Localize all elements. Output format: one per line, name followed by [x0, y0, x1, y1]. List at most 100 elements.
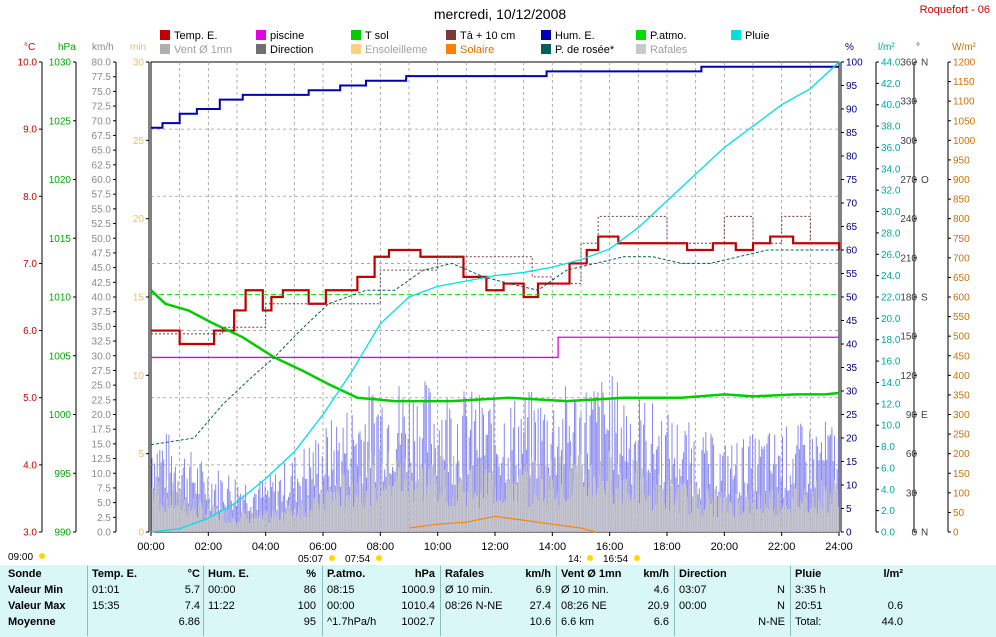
axis-tick-label: 10.0: [92, 469, 112, 480]
summary-header-label: Rafales: [445, 568, 485, 580]
summary-cell-value: 95: [303, 616, 316, 628]
summary-cell-label: 03:07: [679, 584, 707, 596]
sun-marker-label: 16:54: [603, 554, 628, 565]
x-tick-label: 22:00: [768, 541, 796, 553]
axis-tick-label: 100: [953, 488, 970, 499]
axis-tick-label: 40.0: [92, 293, 112, 304]
axis-tick-label: 7.0: [23, 259, 37, 270]
axis-tick-label: 24.0: [881, 271, 901, 282]
axis-tick-label: 20: [846, 434, 858, 445]
axis-tick-label: 16.0: [881, 357, 901, 368]
axis-tick-label: 20.0: [92, 410, 112, 421]
summary-cell-label: 3:35 h: [795, 584, 826, 596]
axis-tick-label: 1025: [49, 116, 72, 127]
axis-tick-label: 900: [953, 175, 970, 186]
summary-cell-label: Ø 10 min.: [561, 584, 609, 596]
summary-cell-value: 1000.9: [401, 584, 435, 596]
axis-tick-label: 1030: [49, 58, 72, 69]
legend-item: Direction: [256, 44, 313, 56]
axis-tick-label: 12.5: [92, 454, 112, 465]
compass-label: O: [921, 175, 929, 186]
legend-label: Direction: [270, 44, 314, 56]
axis-unit-percent: %: [845, 42, 854, 53]
summary-header-label: Pluie: [795, 568, 822, 580]
summary-row-label: Moyenne: [8, 616, 56, 628]
summary-cell-label: 08:26 N-NE: [445, 600, 503, 612]
axis-tick-label: 270: [900, 175, 917, 186]
legend-label: P.atmo.: [650, 30, 687, 42]
axis-tick-label: 77.5: [92, 72, 112, 83]
axis-tick-label: 350: [953, 390, 970, 401]
summary-cell-value: N: [777, 600, 785, 612]
summary-separator: [203, 566, 204, 636]
summary-header: Temp. E. °C: [92, 566, 204, 582]
summary-header: Hum. E.%: [208, 566, 320, 582]
axis-tick-label: 150: [900, 332, 917, 343]
legend-label: piscine: [270, 30, 305, 42]
axis-tick-label: 42.0: [881, 79, 901, 90]
summary-cell-label: 00:00: [679, 600, 707, 612]
axis-tick-label: 2.5: [97, 513, 111, 524]
summary-cell-row: 00:00 N: [679, 598, 789, 614]
axis-tick-label: 85: [846, 128, 858, 139]
axis-tick-label: 1015: [49, 234, 72, 245]
summary-cell-row: 6.6 km 6.6: [561, 614, 673, 630]
summary-cell-label: 6.6 km: [561, 616, 595, 628]
axis-tick-label: 36.0: [881, 143, 901, 154]
x-tick-label: 16:00: [596, 541, 624, 553]
axis-tick-label: 27.5: [92, 366, 112, 377]
axis-tick-label: 0.0: [97, 528, 111, 539]
axis-tick-label: 22.5: [92, 395, 112, 406]
axis-tick-label: 55: [846, 269, 858, 280]
legend-item: piscine: [256, 30, 304, 42]
series-piscine: [151, 336, 839, 359]
axis-tick-label: 18.0: [881, 335, 901, 346]
axis-tick-label: 400: [953, 371, 970, 382]
axis-tick-label: 330: [900, 97, 917, 108]
axis-tick-label: 360: [900, 58, 917, 69]
axis-tick-label: 75: [846, 175, 858, 186]
axis-tick-label: 1020: [49, 175, 72, 186]
summary-cell-row: 20:51 0.6: [795, 598, 907, 614]
axis-tick-label: 90: [906, 410, 918, 421]
summary-cell-label: 00:00: [208, 584, 236, 596]
summary-column: Hum. E.% 00:00 86 11:22 100 95: [208, 566, 320, 636]
legend-swatch: [256, 30, 266, 40]
axis-tick-label: 28.0: [881, 228, 901, 239]
axis-tick-label: 25: [133, 136, 145, 147]
series-t-sol: [150, 289, 840, 403]
legend-swatch: [351, 44, 361, 54]
summary-cell-label: 20:51: [795, 600, 823, 612]
axis-celsius: °C 3.0 4.0 5.0 6.0 7.0 8.0 9.0 10.0: [18, 42, 43, 539]
x-tick-label: 20:00: [711, 541, 739, 553]
legend-swatch: [636, 44, 646, 54]
summary-cell-row: Total: 44.0: [795, 614, 907, 630]
axis-tick-label: 0: [911, 528, 917, 539]
x-tick-label: 24:00: [825, 541, 853, 553]
summary-column: Vent Ø 1mn km/h Ø 10 min. 4.6 08:26 NE 20.9 6.…: [561, 566, 673, 636]
axis-tick-label: 22.0: [881, 293, 901, 304]
summary-column: P.atmo. hPa 08:15 1000.9 00:00 1010.4 ^1.7hPa/…: [327, 566, 439, 636]
axis-tick-label: 55.0: [92, 204, 112, 215]
summary-cell-row: Ø 10 min. 4.6: [561, 582, 673, 598]
legend-label: Vent Ø 1mn: [174, 44, 233, 56]
axis-tick-label: 30.0: [881, 207, 901, 218]
axis-tick-label: 30: [133, 58, 145, 69]
axis-tick-label: 17.5: [92, 425, 112, 436]
axis-tick-label: 7.5: [97, 483, 111, 494]
axis-tick-label: 0.0: [881, 528, 895, 539]
sun-marker-icon: [329, 555, 335, 561]
axis-tick-label: 4.0: [23, 460, 37, 471]
axis-tick-label: 26.0: [881, 250, 901, 261]
legend-swatch: [160, 30, 170, 40]
axis-tick-label: 72.5: [92, 102, 112, 113]
axis-tick-label: 995: [54, 469, 71, 480]
x-tick-label: 02:00: [195, 541, 223, 553]
axis-tick-label: 3.0: [23, 528, 37, 539]
summary-cell-value: 5.7: [184, 584, 200, 596]
summary-cell-label: 00:00: [327, 600, 355, 612]
axis-tick-label: 50.0: [92, 234, 112, 245]
summary-cell-label: 08:15: [327, 584, 355, 596]
axis-tick-label: 50: [953, 508, 965, 519]
axis-tick-label: 62.5: [92, 160, 112, 171]
